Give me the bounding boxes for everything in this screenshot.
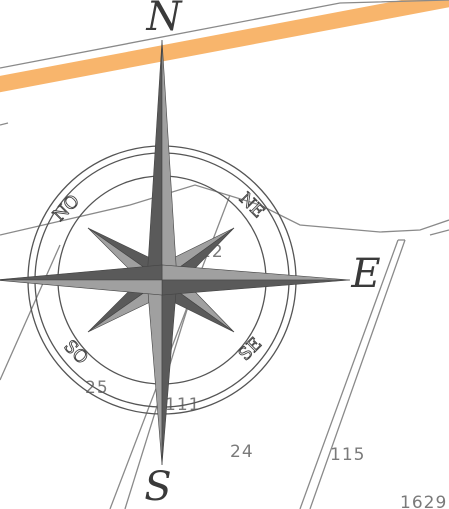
parcel-label: 25 [85, 378, 109, 398]
compass-cardinal-points [0, 39, 351, 466]
parcel-label: 24 [230, 442, 254, 462]
compass-rose: NO NE SO SE N E S [0, 0, 381, 509]
compass-label-north: N [146, 0, 184, 40]
compass-label-southwest: SO [59, 336, 91, 368]
compass-label-east: E [350, 251, 380, 297]
parcel-label: 1629 [400, 493, 447, 509]
road [0, 0, 449, 93]
compass-label-northeast: NE [235, 189, 268, 222]
compass-label-southeast: SE [235, 334, 266, 365]
compass-label-south: S [144, 464, 171, 509]
parcel-label: 115 [330, 445, 365, 465]
compass-label-northwest: NO [49, 191, 84, 226]
